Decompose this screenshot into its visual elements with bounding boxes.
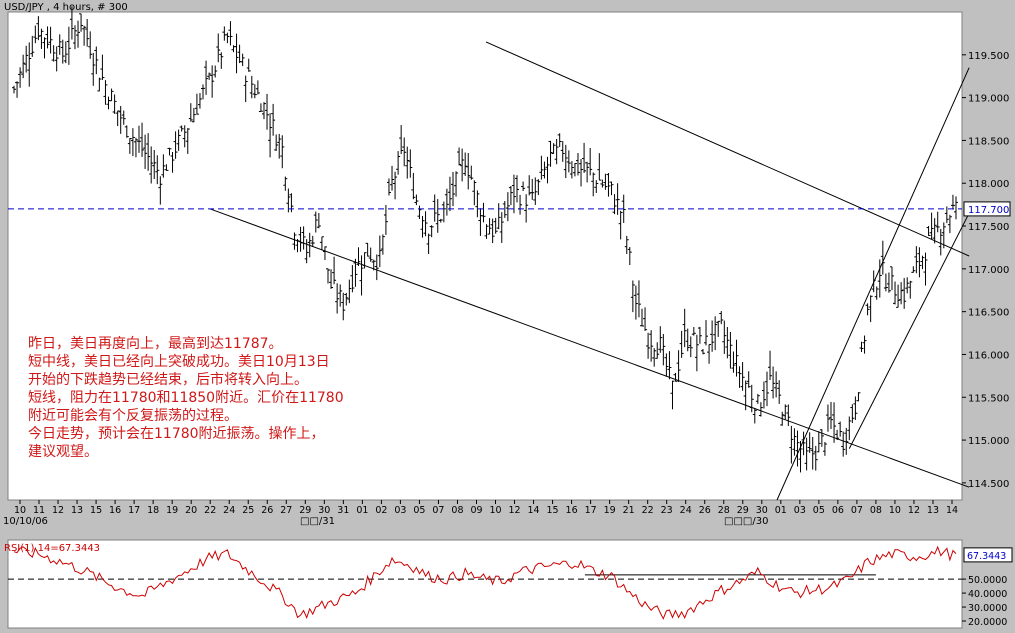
x-period-label-2: □□/31	[300, 516, 335, 527]
reference-label: 117.700	[968, 205, 1009, 216]
x-tick-label: 05	[413, 505, 425, 516]
x-tick-label: 07	[851, 505, 863, 516]
x-tick-label: 01	[356, 505, 368, 516]
x-tick-label: 14	[528, 505, 540, 516]
x-tick-label: 23	[661, 505, 673, 516]
x-period-label-1: 10/10/06	[3, 516, 48, 527]
x-tick-label: 03	[794, 505, 806, 516]
trendlines	[210, 41, 970, 501]
commentary-line: 昨日，美日再度向上，最高到达11787。	[28, 336, 283, 352]
x-tick-label: 06	[832, 505, 844, 516]
price-y-tick-label: 116.000	[968, 350, 1009, 361]
x-tick-label: 08	[870, 505, 882, 516]
x-tick-label: 10	[489, 505, 501, 516]
commentary-line: 附近可能会有个反复振荡的过程。	[28, 408, 238, 424]
x-tick-label: 10	[889, 505, 901, 516]
x-tick-label: 05	[813, 505, 825, 516]
x-tick-label: 17	[585, 505, 597, 516]
x-tick-label: 27	[280, 505, 292, 516]
rsi-plot-area	[7, 539, 963, 629]
trendline-rising-channel-top	[776, 67, 970, 501]
commentary: 昨日，美日再度向上，最高到达11787。 短中线，美日已经向上突破成功。美日10…	[28, 335, 344, 461]
price-y-tick-label: 117.000	[968, 265, 1009, 276]
x-tick-label: 09	[470, 505, 482, 516]
x-tick-label: 25	[242, 505, 254, 516]
x-tick-label: 30	[318, 505, 330, 516]
x-tick-label: 21	[623, 505, 635, 516]
rsi-y-tick-label: 40.0000	[968, 589, 1007, 600]
rsi-current-label: 67.3443	[967, 551, 1006, 562]
rsi-title: RSI(1) 14=67.3443	[4, 543, 100, 554]
commentary-line: 开始的下跌趋势已经结束，后市将转入向上。	[28, 372, 308, 388]
x-tick-label: 28	[718, 505, 730, 516]
x-tick-label: 12	[508, 505, 520, 516]
x-tick-label: 15	[90, 505, 102, 516]
x-period-label-3: □□□/30	[724, 516, 768, 527]
x-tick-label: 26	[699, 505, 711, 516]
trendline-rising-channel-bottom	[848, 212, 970, 449]
x-tick-label: 12	[52, 505, 64, 516]
price-y-tick-label: 119.500	[968, 51, 1009, 62]
x-tick-label: 20	[185, 505, 197, 516]
trendline-upper-channel	[485, 41, 970, 257]
x-tick-label: 19	[604, 505, 616, 516]
rsi-y-axis: 20.0000 30.0000 40.0000 50.0000	[962, 575, 1007, 628]
rsi-y-tick-label: 20.0000	[968, 617, 1007, 628]
reference-line-group: 117.700	[8, 201, 1011, 217]
x-tick-label: 22	[204, 505, 216, 516]
rsi-panel: RSI(1) 14=67.3443 20.0000 30.0000 40.0000 5…	[4, 539, 1013, 629]
trendline-lower-channel	[210, 208, 970, 488]
x-tick-label: 15	[547, 505, 559, 516]
x-axis: 10 11 12 13 15 16 17 18 19 20 22 24 25 26 27 29 30 31 01 02…	[14, 500, 958, 516]
rsi-line-group: 67.3443	[8, 545, 1013, 620]
x-tick-label: 24	[680, 505, 692, 516]
x-tick-label: 08	[451, 505, 463, 516]
x-tick-label: 16	[566, 505, 578, 516]
commentary-line: 建议观望。	[28, 444, 98, 460]
price-y-tick-label: 116.500	[968, 308, 1009, 319]
commentary-line: 今日走势，预计会在11780附近振荡。操作上，	[28, 426, 325, 442]
reference-label-box	[963, 201, 1011, 217]
x-tick-label: 30	[756, 505, 768, 516]
commentary-line: 短中线，美日已经向上突破成功。美日10月13日	[28, 354, 330, 370]
price-y-tick-label: 118.000	[968, 179, 1009, 190]
rsi-current-box	[963, 547, 1013, 563]
x-tick-label: 13	[71, 505, 83, 516]
x-tick-label: 19	[166, 505, 178, 516]
price-panel: USD/JPY , 4 hours, # 300 114.500115.0001…	[4, 2, 1011, 501]
x-tick-label: 18	[147, 505, 159, 516]
price-y-tick-label: 118.500	[968, 136, 1009, 147]
rsi-series-line	[13, 545, 957, 620]
x-tick-label: 07	[432, 505, 444, 516]
price-y-tick-label: 117.500	[968, 222, 1009, 233]
x-tick-label: 03	[394, 505, 406, 516]
x-tick-label: 10	[14, 505, 26, 516]
x-tick-label: 26	[261, 505, 273, 516]
x-tick-label: 29	[737, 505, 749, 516]
chart-title: USD/JPY , 4 hours, # 300	[4, 2, 128, 13]
x-tick-label: 12	[908, 505, 920, 516]
x-tick-label: 14	[946, 505, 958, 516]
x-tick-label: 01	[775, 505, 787, 516]
rsi-y-tick-label: 30.0000	[968, 603, 1007, 614]
x-tick-label: 29	[299, 505, 311, 516]
x-tick-label: 17	[128, 505, 140, 516]
x-tick-label: 11	[33, 505, 45, 516]
x-tick-label: 02	[375, 505, 387, 516]
price-plot-area	[7, 11, 963, 501]
price-y-tick-label: 114.500	[968, 479, 1009, 490]
price-y-tick-label: 119.000	[968, 94, 1009, 105]
x-tick-label: 24	[223, 505, 235, 516]
x-tick-label: 16	[109, 505, 121, 516]
price-bars	[12, 6, 958, 473]
x-tick-label: 13	[927, 505, 939, 516]
x-tick-label: 22	[642, 505, 654, 516]
rsi-y-tick-label: 50.0000	[968, 575, 1007, 586]
price-y-axis: 114.500 115.000 115.500 116.000 116.500 117.0…	[962, 51, 1009, 490]
price-y-tick-label: 115.500	[968, 393, 1009, 404]
x-tick-label: 31	[337, 505, 349, 516]
commentary-line: 短线，阻力在11780和11850附近。汇价在11780	[28, 390, 344, 406]
price-y-tick-label: 115.000	[968, 436, 1009, 447]
